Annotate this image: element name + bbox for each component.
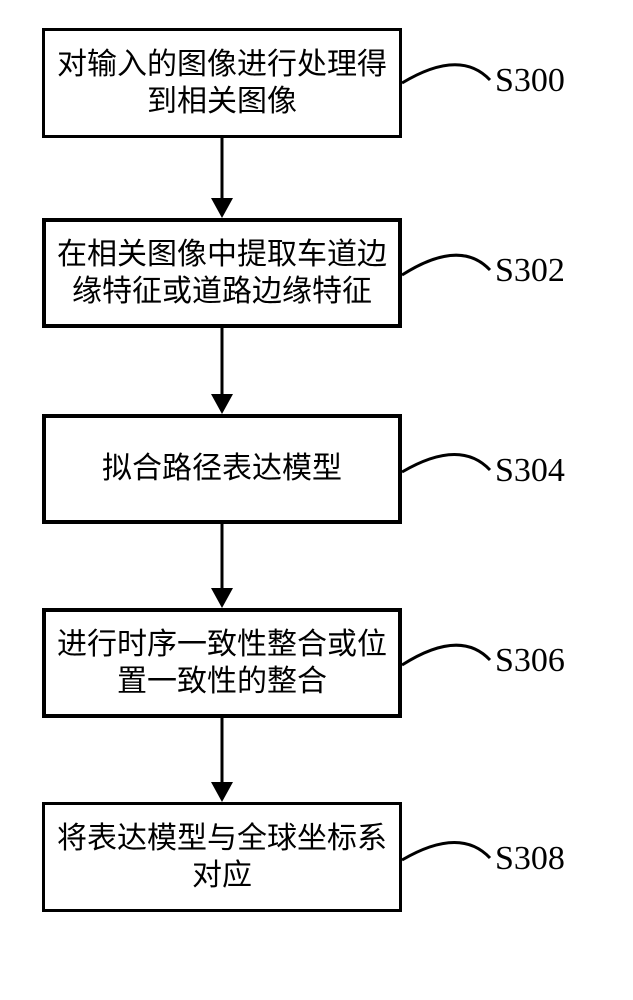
flowchart-node-2: 拟合路径表达模型 [42, 414, 402, 524]
label-connector-1 [402, 255, 490, 275]
flowchart-node-0: 对输入的图像进行处理得 到相关图像 [42, 28, 402, 138]
step-label-s308-text: S308 [495, 840, 565, 877]
flowchart-node-3-text: 进行时序一致性整合或位 置一致性的整合 [57, 626, 387, 701]
flow-arrow-3-head [211, 782, 233, 802]
step-label-s302-text: S302 [495, 252, 565, 289]
step-label-s306-text: S306 [495, 642, 565, 679]
step-label-s306: S306 [495, 642, 565, 680]
flow-arrow-1-head [211, 394, 233, 414]
label-connector-3 [402, 645, 490, 665]
step-label-s302: S302 [495, 252, 565, 290]
label-connector-0 [402, 65, 490, 83]
flowchart-node-3: 进行时序一致性整合或位 置一致性的整合 [42, 608, 402, 718]
step-label-s300-text: S300 [495, 62, 565, 99]
flowchart-canvas: 对输入的图像进行处理得 到相关图像 在相关图像中提取车道边 缘特征或道路边缘特征… [0, 0, 633, 1000]
flow-arrow-2-head [211, 588, 233, 608]
flowchart-node-1-text: 在相关图像中提取车道边 缘特征或道路边缘特征 [57, 236, 387, 311]
flowchart-node-4: 将表达模型与全球坐标系 对应 [42, 802, 402, 912]
flowchart-node-4-text: 将表达模型与全球坐标系 对应 [57, 820, 387, 895]
flowchart-node-0-text: 对输入的图像进行处理得 到相关图像 [57, 46, 387, 121]
label-connector-2 [402, 454, 490, 472]
step-label-s304: S304 [495, 452, 565, 490]
flowchart-node-2-text: 拟合路径表达模型 [102, 450, 342, 488]
step-label-s304-text: S304 [495, 452, 565, 489]
step-label-s308: S308 [495, 840, 565, 878]
label-connector-4 [402, 842, 490, 860]
step-label-s300: S300 [495, 62, 565, 100]
flowchart-node-1: 在相关图像中提取车道边 缘特征或道路边缘特征 [42, 218, 402, 328]
flow-arrow-0-head [211, 198, 233, 218]
